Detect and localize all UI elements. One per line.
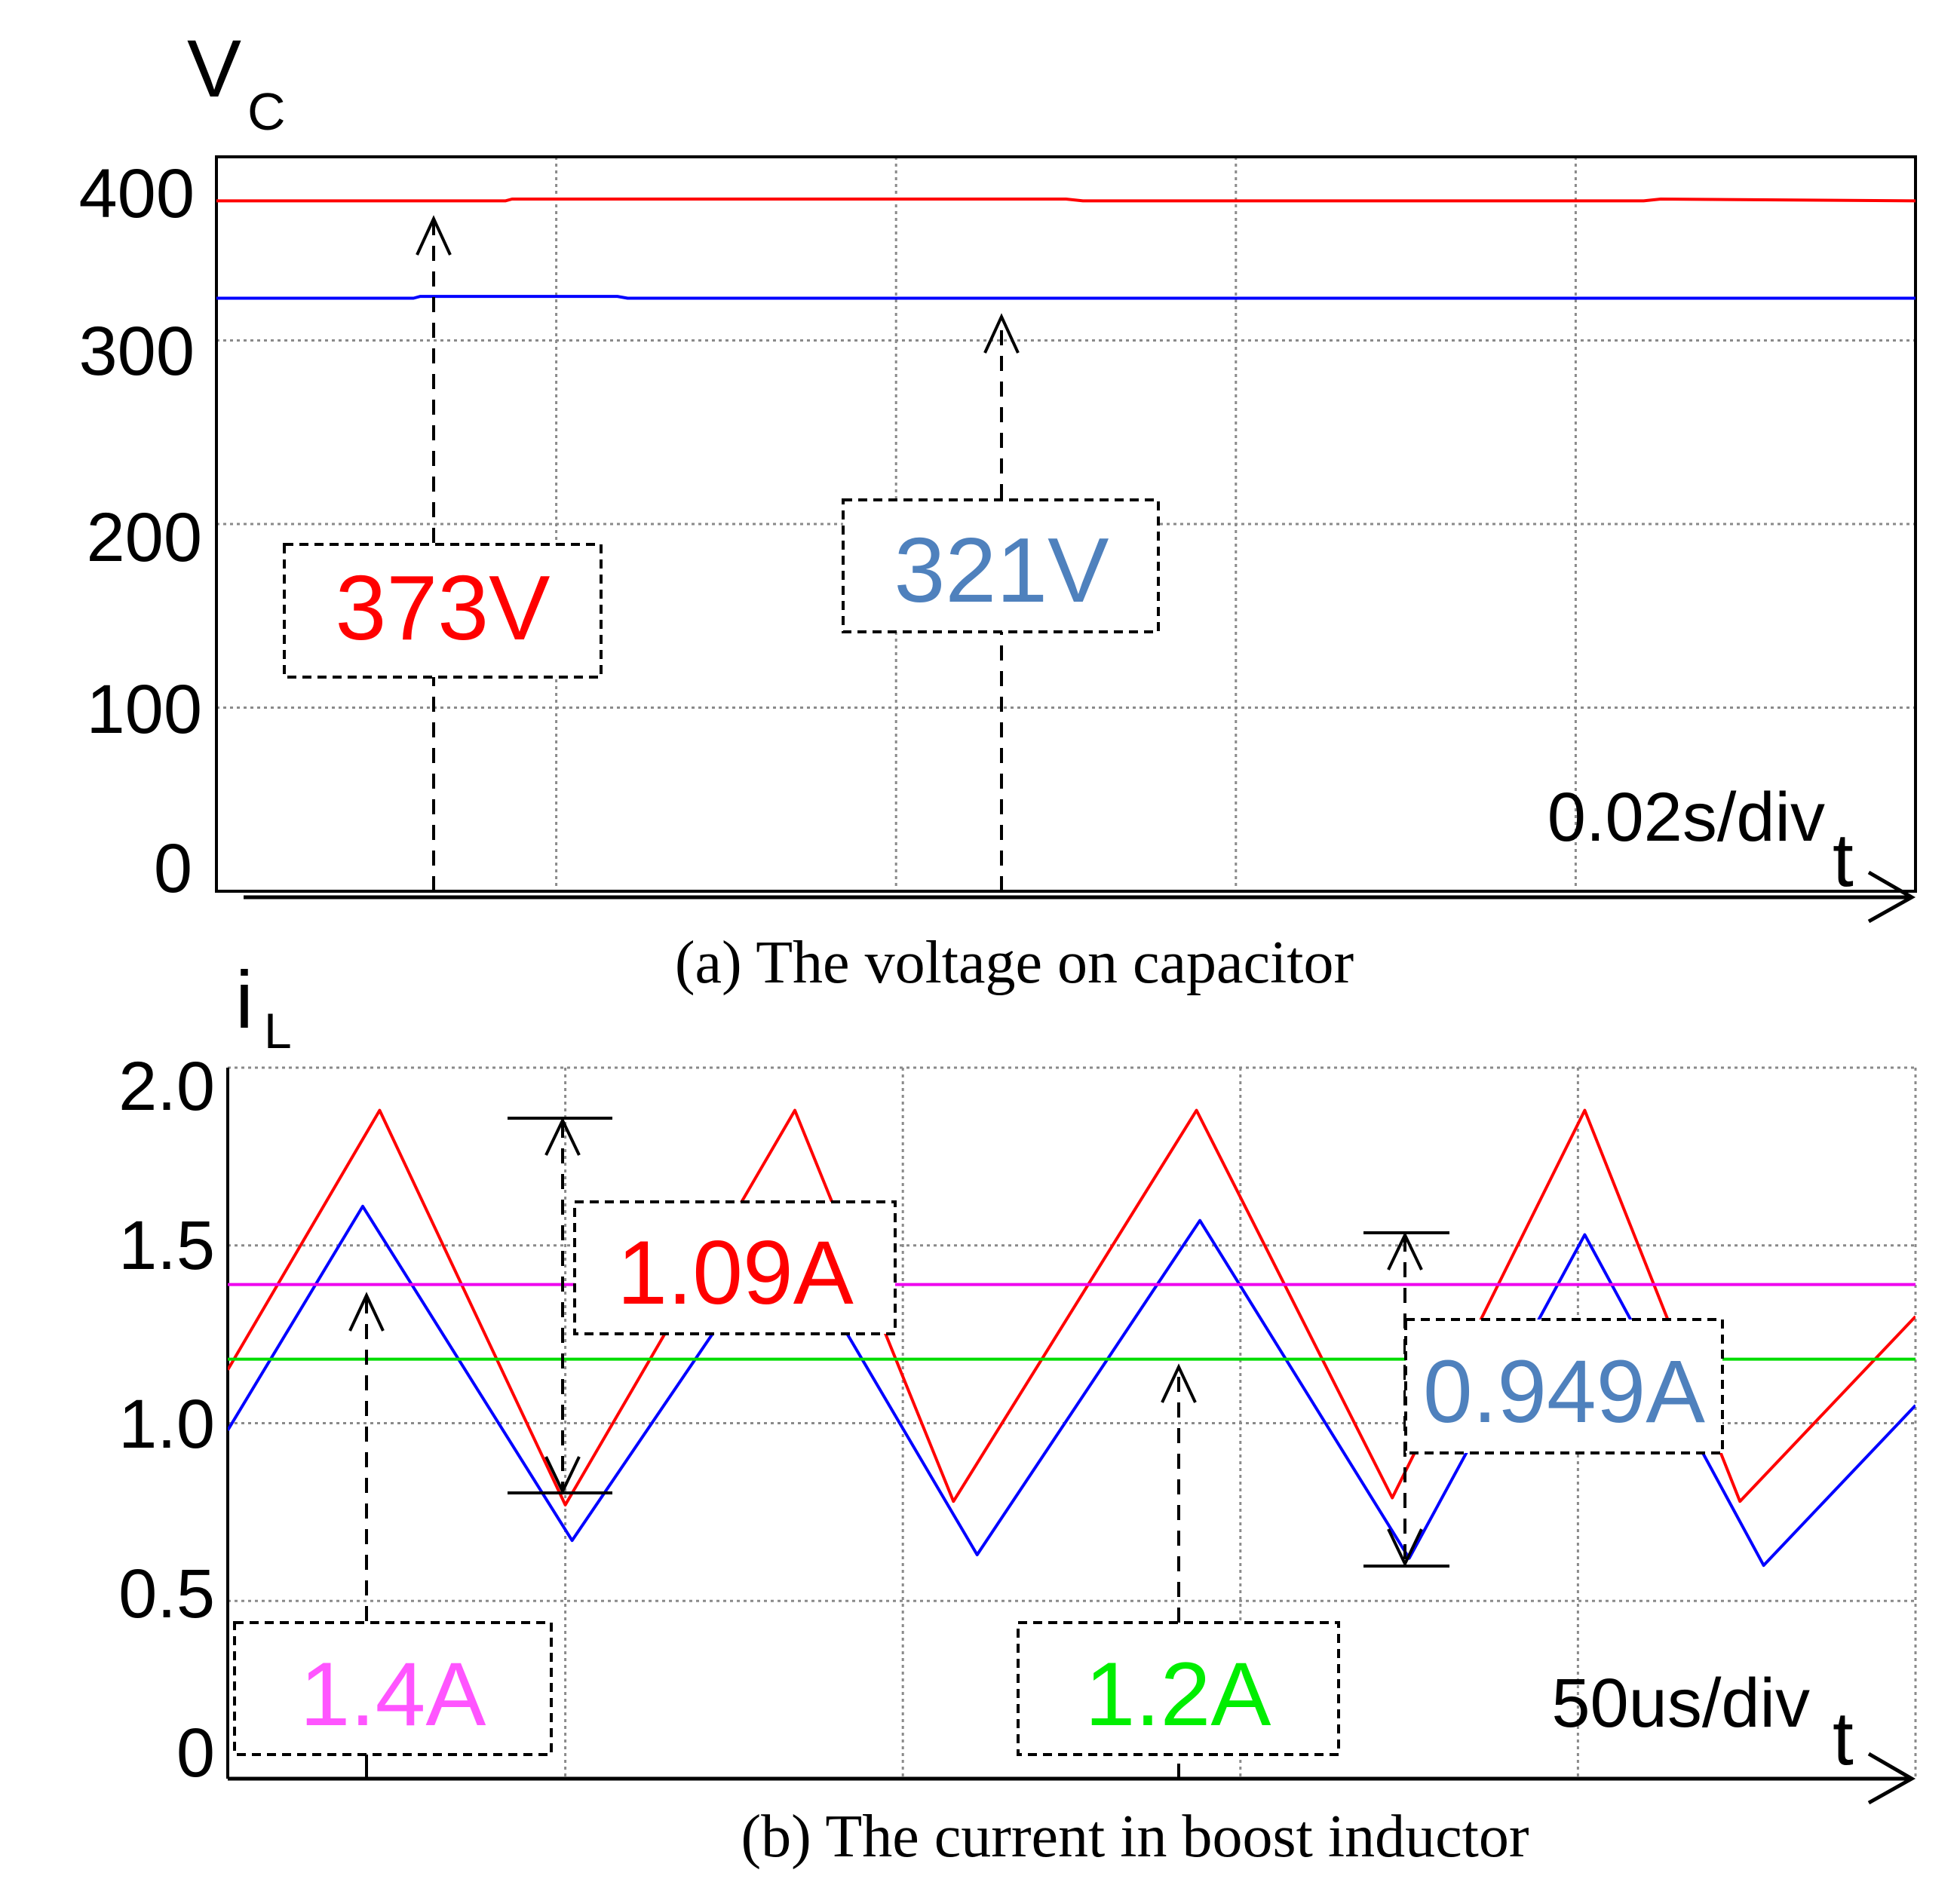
annotation-box	[1404, 1318, 1724, 1454]
arrow-head	[416, 215, 452, 256]
y-tick-label: 200	[87, 499, 203, 576]
arrow-head	[1161, 1363, 1197, 1403]
arrow-head	[983, 313, 1020, 354]
annotation-1-2a: 1.2A	[1017, 1363, 1340, 1779]
y-tick-label: 300	[79, 313, 195, 390]
x-label-a: t	[1833, 818, 1854, 903]
y-tick-label: 0	[176, 1715, 215, 1792]
annotation-1-09a: 1.09A	[508, 1117, 897, 1495]
annotation-box	[283, 543, 603, 679]
annotation-0-949a: 0.949A	[1363, 1231, 1724, 1568]
arrow-head	[1387, 1528, 1423, 1568]
annotation-373v: 373V	[283, 215, 603, 891]
y-tick-label: 1.5	[118, 1207, 215, 1284]
caption-b: (b) The current in boost inductor	[741, 1804, 1529, 1870]
time-axis-b	[228, 1752, 1916, 1805]
y-tick-label: 400	[79, 155, 195, 232]
scale-label-a: 0.02s/div	[1547, 779, 1825, 856]
x-label-b: t	[1833, 1696, 1854, 1781]
y-tick-label: 1.0	[118, 1386, 215, 1463]
arrow-head	[348, 1292, 385, 1332]
arrow-head	[1387, 1231, 1423, 1270]
y-label-b-sub: L	[264, 1003, 292, 1059]
series-line-a-373v	[216, 198, 1916, 203]
y-tick-label: 0.5	[118, 1556, 215, 1632]
annotation-box	[233, 1621, 553, 1756]
y-label-b: i	[235, 954, 253, 1045]
annotation-label-321v: 321V	[894, 519, 1109, 621]
annotation-1-4a: 1.4A	[233, 1292, 553, 1779]
grid-b	[228, 1066, 1917, 1779]
time-axis-a	[244, 870, 1916, 924]
arrow-head	[544, 1456, 581, 1495]
series-line-b-red	[228, 1108, 1916, 1506]
y-label-a: V	[187, 23, 241, 114]
panel-a: V C 0 100 200 300 400 373V 321V	[79, 23, 1917, 996]
series-line-a-321v	[216, 295, 1916, 300]
series-a	[216, 198, 1916, 300]
scale-label-b: 50us/div	[1551, 1665, 1810, 1742]
y-ticks-a: 0 100 200 300 400	[79, 155, 203, 907]
annotation-label-373v: 373V	[336, 556, 551, 659]
annotation-box	[573, 1200, 897, 1335]
y-tick-label: 100	[87, 671, 203, 748]
annotation-box	[842, 498, 1160, 633]
annotation-label-1-2a: 1.2A	[1085, 1644, 1271, 1745]
panel-b: i L 0 0.5 1.0 1.5 2.0 1.09A	[118, 954, 1917, 1870]
y-tick-label: 2.0	[118, 1048, 215, 1125]
annotation-label-0-949a: 0.949A	[1423, 1342, 1705, 1442]
arrow-head	[544, 1117, 581, 1156]
annotation-321v: 321V	[842, 313, 1160, 891]
annotation-box	[1017, 1621, 1340, 1756]
caption-a: (a) The voltage on capacitor	[675, 930, 1354, 996]
y-tick-label: 0	[154, 830, 192, 907]
annotation-label-1-4a: 1.4A	[300, 1644, 486, 1745]
annotation-label-1-09a: 1.09A	[617, 1222, 854, 1323]
y-label-a-sub: C	[247, 82, 286, 141]
plot-frame-a	[215, 155, 1917, 893]
y-ticks-b: 0 0.5 1.0 1.5 2.0	[118, 1048, 215, 1792]
